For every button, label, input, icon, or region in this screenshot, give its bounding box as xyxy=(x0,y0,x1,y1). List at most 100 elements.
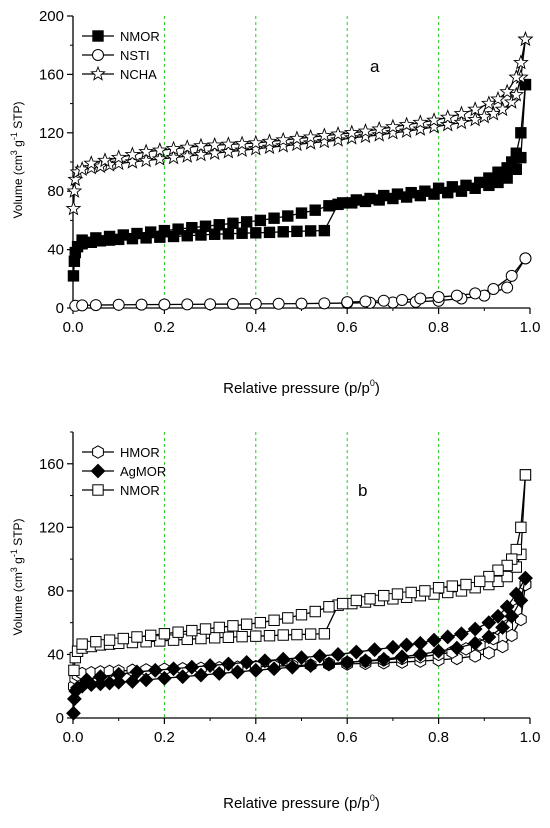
data-point xyxy=(303,658,319,673)
data-point xyxy=(519,469,532,481)
y-tick-label: 80 xyxy=(47,583,64,600)
data-point xyxy=(103,634,116,646)
data-point xyxy=(398,116,415,132)
data-point xyxy=(518,570,533,586)
data-point xyxy=(199,623,212,635)
data-point xyxy=(399,637,415,653)
data-point xyxy=(495,620,510,635)
legend: HMOR AgMOR NMOR xyxy=(82,445,166,498)
panel-label: b xyxy=(358,481,367,500)
data-point xyxy=(426,118,442,134)
series-nmor xyxy=(68,469,532,677)
data-point xyxy=(90,232,102,244)
data-point xyxy=(496,639,509,654)
data-point xyxy=(453,114,470,130)
x-tick-label: 1.0 xyxy=(520,729,541,746)
data-point xyxy=(481,629,497,645)
data-point xyxy=(394,649,410,665)
data-point xyxy=(302,134,319,150)
data-point xyxy=(111,666,127,682)
y-tick-label: 160 xyxy=(39,66,64,83)
data-point xyxy=(184,659,200,675)
data-point xyxy=(515,127,527,139)
data-point xyxy=(268,212,280,224)
data-point xyxy=(302,128,319,144)
data-point xyxy=(330,125,346,141)
data-point xyxy=(318,224,331,237)
data-point xyxy=(158,298,171,311)
legend-label: AgMOR xyxy=(120,464,166,479)
data-point xyxy=(240,216,253,228)
data-point xyxy=(419,585,431,597)
legend-marker xyxy=(92,445,104,459)
data-point xyxy=(263,629,276,642)
y-tick-label: 0 xyxy=(56,300,64,317)
legend-label: HMOR xyxy=(120,445,160,460)
data-point xyxy=(179,147,196,163)
data-point xyxy=(490,90,506,106)
data-point xyxy=(304,225,317,237)
x-tick-label: 0.2 xyxy=(154,729,175,746)
data-point xyxy=(172,223,184,235)
data-point xyxy=(227,217,239,230)
data-point xyxy=(330,131,346,147)
data-point xyxy=(391,188,404,200)
data-point xyxy=(485,105,502,121)
data-point xyxy=(367,642,383,658)
data-point xyxy=(165,149,182,165)
data-point xyxy=(151,142,168,158)
data-point xyxy=(432,291,445,304)
data-point xyxy=(289,136,305,152)
y-tick-label: 200 xyxy=(39,8,64,25)
data-point xyxy=(131,227,143,240)
series-nmor xyxy=(67,78,532,282)
data-point xyxy=(343,129,360,145)
data-point xyxy=(93,669,108,685)
data-point xyxy=(110,155,127,171)
data-point xyxy=(254,616,267,629)
data-point xyxy=(193,146,209,162)
data-point xyxy=(405,186,417,199)
data-point xyxy=(138,672,154,688)
data-point xyxy=(289,130,305,146)
data-point xyxy=(412,635,428,651)
data-point xyxy=(220,136,237,152)
data-point xyxy=(275,651,291,667)
series-agmor xyxy=(66,570,533,721)
data-point xyxy=(474,176,486,189)
data-point xyxy=(193,137,209,153)
data-point xyxy=(492,564,504,576)
data-point xyxy=(385,124,401,140)
data-point xyxy=(89,299,102,312)
x-tick-label: 0.4 xyxy=(245,729,266,746)
data-point xyxy=(318,628,331,640)
data-point xyxy=(294,650,309,666)
data-point xyxy=(505,628,518,643)
data-point xyxy=(510,543,522,556)
data-point xyxy=(261,133,278,149)
data-point xyxy=(272,297,285,310)
data-point xyxy=(412,647,428,662)
data-point xyxy=(385,639,401,655)
data-point xyxy=(358,653,373,669)
data-point xyxy=(432,582,445,594)
data-point xyxy=(202,658,218,673)
data-point xyxy=(323,200,335,212)
x-tick-label: 0.0 xyxy=(63,729,84,746)
legend-label: NSTI xyxy=(120,48,150,63)
data-point xyxy=(79,672,95,688)
data-point xyxy=(67,270,80,282)
data-point xyxy=(467,111,484,127)
data-point xyxy=(336,597,349,610)
data-point xyxy=(124,146,141,162)
data-point xyxy=(226,298,239,311)
data-point xyxy=(339,654,355,670)
data-point xyxy=(412,114,429,130)
data-point xyxy=(175,669,191,685)
data-point xyxy=(450,289,463,302)
data-point xyxy=(291,225,303,238)
data-point xyxy=(83,155,100,171)
data-point xyxy=(323,601,335,613)
legend: NMOR NSTI NCHA xyxy=(82,29,160,82)
